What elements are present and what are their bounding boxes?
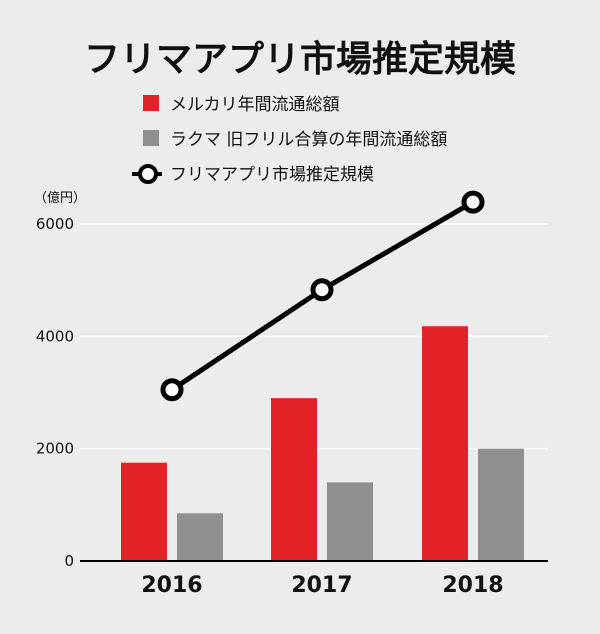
market-point-2018 [461, 190, 485, 214]
bar-rakuma-2016 [177, 513, 223, 561]
bar-mercari-2016 [121, 462, 167, 561]
legend-label-market: フリマアプリ市場推定規模 [170, 165, 374, 185]
bar-mercari-2018 [422, 326, 468, 561]
y-tick-label-6000: 6000 [36, 215, 74, 233]
bar-rakuma-2018 [478, 448, 524, 561]
legend-swatch-mercari [143, 95, 159, 111]
x-tick-label-2016: 2016 [141, 573, 202, 598]
y-tick-label-4000: 4000 [36, 327, 74, 345]
legend-marker-market [138, 164, 158, 184]
x-tick-label-2018: 2018 [442, 573, 503, 598]
legend: メルカリ年間流通総額 ラクマ 旧フリル合算の年間流通総額 フリマアプリ市場推定規… [132, 95, 447, 185]
chart-title: フリマアプリ市場推定規模 [84, 39, 516, 80]
x-axis-labels: 2016 2017 2018 [141, 573, 503, 598]
bar-mercari-2017 [271, 398, 317, 561]
y-tick-label-0: 0 [64, 552, 74, 570]
legend-label-rakuma: ラクマ 旧フリル合算の年間流通総額 [170, 130, 447, 150]
bars [121, 326, 524, 561]
y-tick-label-2000: 2000 [36, 440, 74, 458]
legend-swatch-rakuma [143, 130, 159, 146]
x-tick-label-2017: 2017 [291, 573, 352, 598]
bar-rakuma-2017 [327, 482, 373, 561]
y-axis-ticks: 0 2000 4000 6000 [36, 215, 74, 570]
market-point-2016 [160, 378, 184, 402]
y-axis-unit: （億円） [34, 190, 86, 206]
market-line-series [160, 190, 485, 402]
legend-label-mercari: メルカリ年間流通総額 [170, 95, 340, 115]
market-point-2017 [310, 278, 334, 302]
